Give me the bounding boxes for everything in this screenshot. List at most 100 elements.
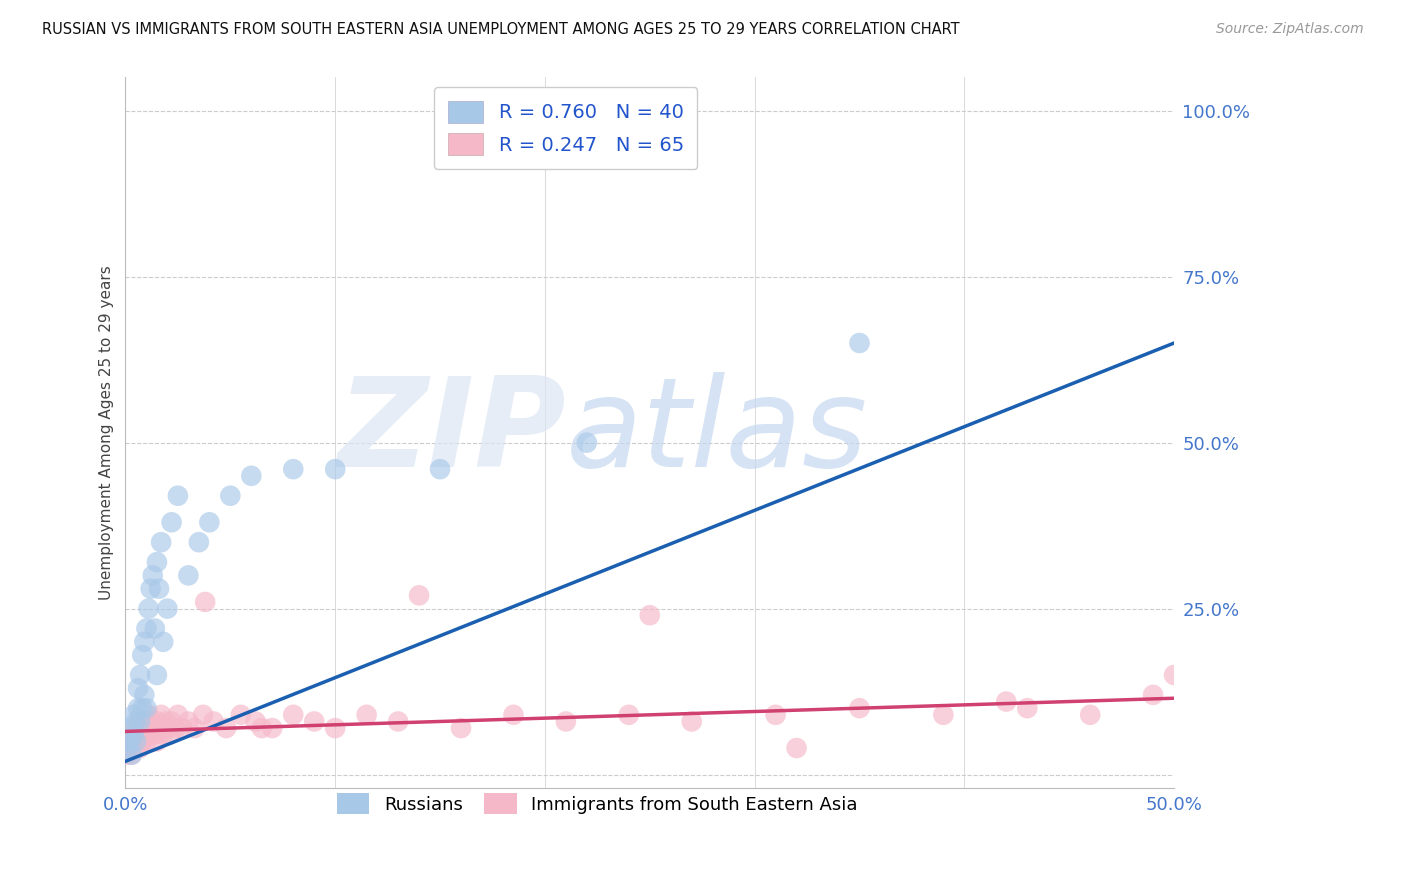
Point [848, 701, 870, 715]
Text: Source: ZipAtlas.com: Source: ZipAtlas.com [1216, 22, 1364, 37]
Point [786, 741, 808, 756]
Point [134, 635, 156, 649]
Point [450, 721, 472, 735]
Point [135, 701, 157, 715]
Point [117, 741, 139, 756]
Text: atlas: atlas [565, 372, 868, 493]
Point [127, 681, 149, 696]
Point [172, 721, 194, 735]
Point [283, 462, 305, 476]
Point [138, 601, 160, 615]
Text: ZIP: ZIP [337, 372, 565, 493]
Point [323, 462, 346, 476]
Point [118, 741, 141, 756]
Point [159, 728, 181, 742]
Point [156, 721, 179, 735]
Point [146, 555, 169, 569]
Point [202, 714, 225, 729]
Point [262, 721, 284, 735]
Point [848, 336, 870, 351]
Point [150, 707, 173, 722]
Point [183, 721, 205, 735]
Point [150, 535, 173, 549]
Point [323, 721, 346, 735]
Point [177, 714, 200, 729]
Point [194, 595, 217, 609]
Point [118, 734, 141, 748]
Point [638, 608, 661, 623]
Point [146, 734, 169, 748]
Point [387, 714, 409, 729]
Point [143, 622, 166, 636]
Point [177, 568, 200, 582]
Point [160, 516, 183, 530]
Point [167, 489, 190, 503]
Point [1017, 701, 1039, 715]
Point [129, 668, 152, 682]
Point [129, 741, 152, 756]
Point [131, 734, 153, 748]
Point [408, 588, 430, 602]
Point [240, 468, 263, 483]
Point [146, 668, 169, 682]
Point [125, 721, 148, 735]
Point [148, 582, 170, 596]
Point [142, 721, 165, 735]
Point [134, 714, 156, 729]
Point [191, 707, 214, 722]
Point [131, 648, 153, 662]
Point [429, 462, 451, 476]
Point [125, 734, 148, 748]
Point [138, 707, 160, 722]
Point [283, 707, 305, 722]
Point [229, 707, 252, 722]
Point [139, 582, 162, 596]
Point [143, 728, 166, 742]
Point [122, 728, 145, 742]
Point [995, 694, 1018, 708]
Point [165, 721, 187, 735]
Point [250, 721, 273, 735]
Point [117, 747, 139, 762]
Point [765, 707, 787, 722]
Point [575, 435, 598, 450]
Point [125, 714, 148, 729]
Point [125, 734, 148, 748]
Point [617, 707, 640, 722]
Point [356, 707, 378, 722]
Point [302, 714, 325, 729]
Point [121, 747, 143, 762]
Point [681, 714, 703, 729]
Point [554, 714, 576, 729]
Point [156, 601, 179, 615]
Point [135, 721, 157, 735]
Point [131, 701, 153, 715]
Point [127, 701, 149, 715]
Point [142, 568, 165, 582]
Point [129, 728, 152, 742]
Point [127, 714, 149, 729]
Point [129, 714, 152, 729]
Point [121, 721, 143, 735]
Point [148, 721, 170, 735]
Point [215, 721, 238, 735]
Point [146, 714, 169, 729]
Point [122, 707, 145, 722]
Point [152, 635, 174, 649]
Point [155, 714, 177, 729]
Point [135, 734, 157, 748]
Legend: Russians, Immigrants from South Eastern Asia: Russians, Immigrants from South Eastern … [326, 782, 869, 825]
Point [1078, 707, 1101, 722]
Point [121, 747, 143, 762]
Point [139, 714, 162, 729]
Text: RUSSIAN VS IMMIGRANTS FROM SOUTH EASTERN ASIA UNEMPLOYMENT AMONG AGES 25 TO 29 Y: RUSSIAN VS IMMIGRANTS FROM SOUTH EASTERN… [42, 22, 960, 37]
Point [134, 688, 156, 702]
Point [245, 714, 267, 729]
Point [152, 728, 174, 742]
Point [187, 535, 209, 549]
Point [198, 516, 221, 530]
Point [502, 707, 524, 722]
Point [160, 714, 183, 729]
Point [932, 707, 955, 722]
Point [122, 728, 145, 742]
